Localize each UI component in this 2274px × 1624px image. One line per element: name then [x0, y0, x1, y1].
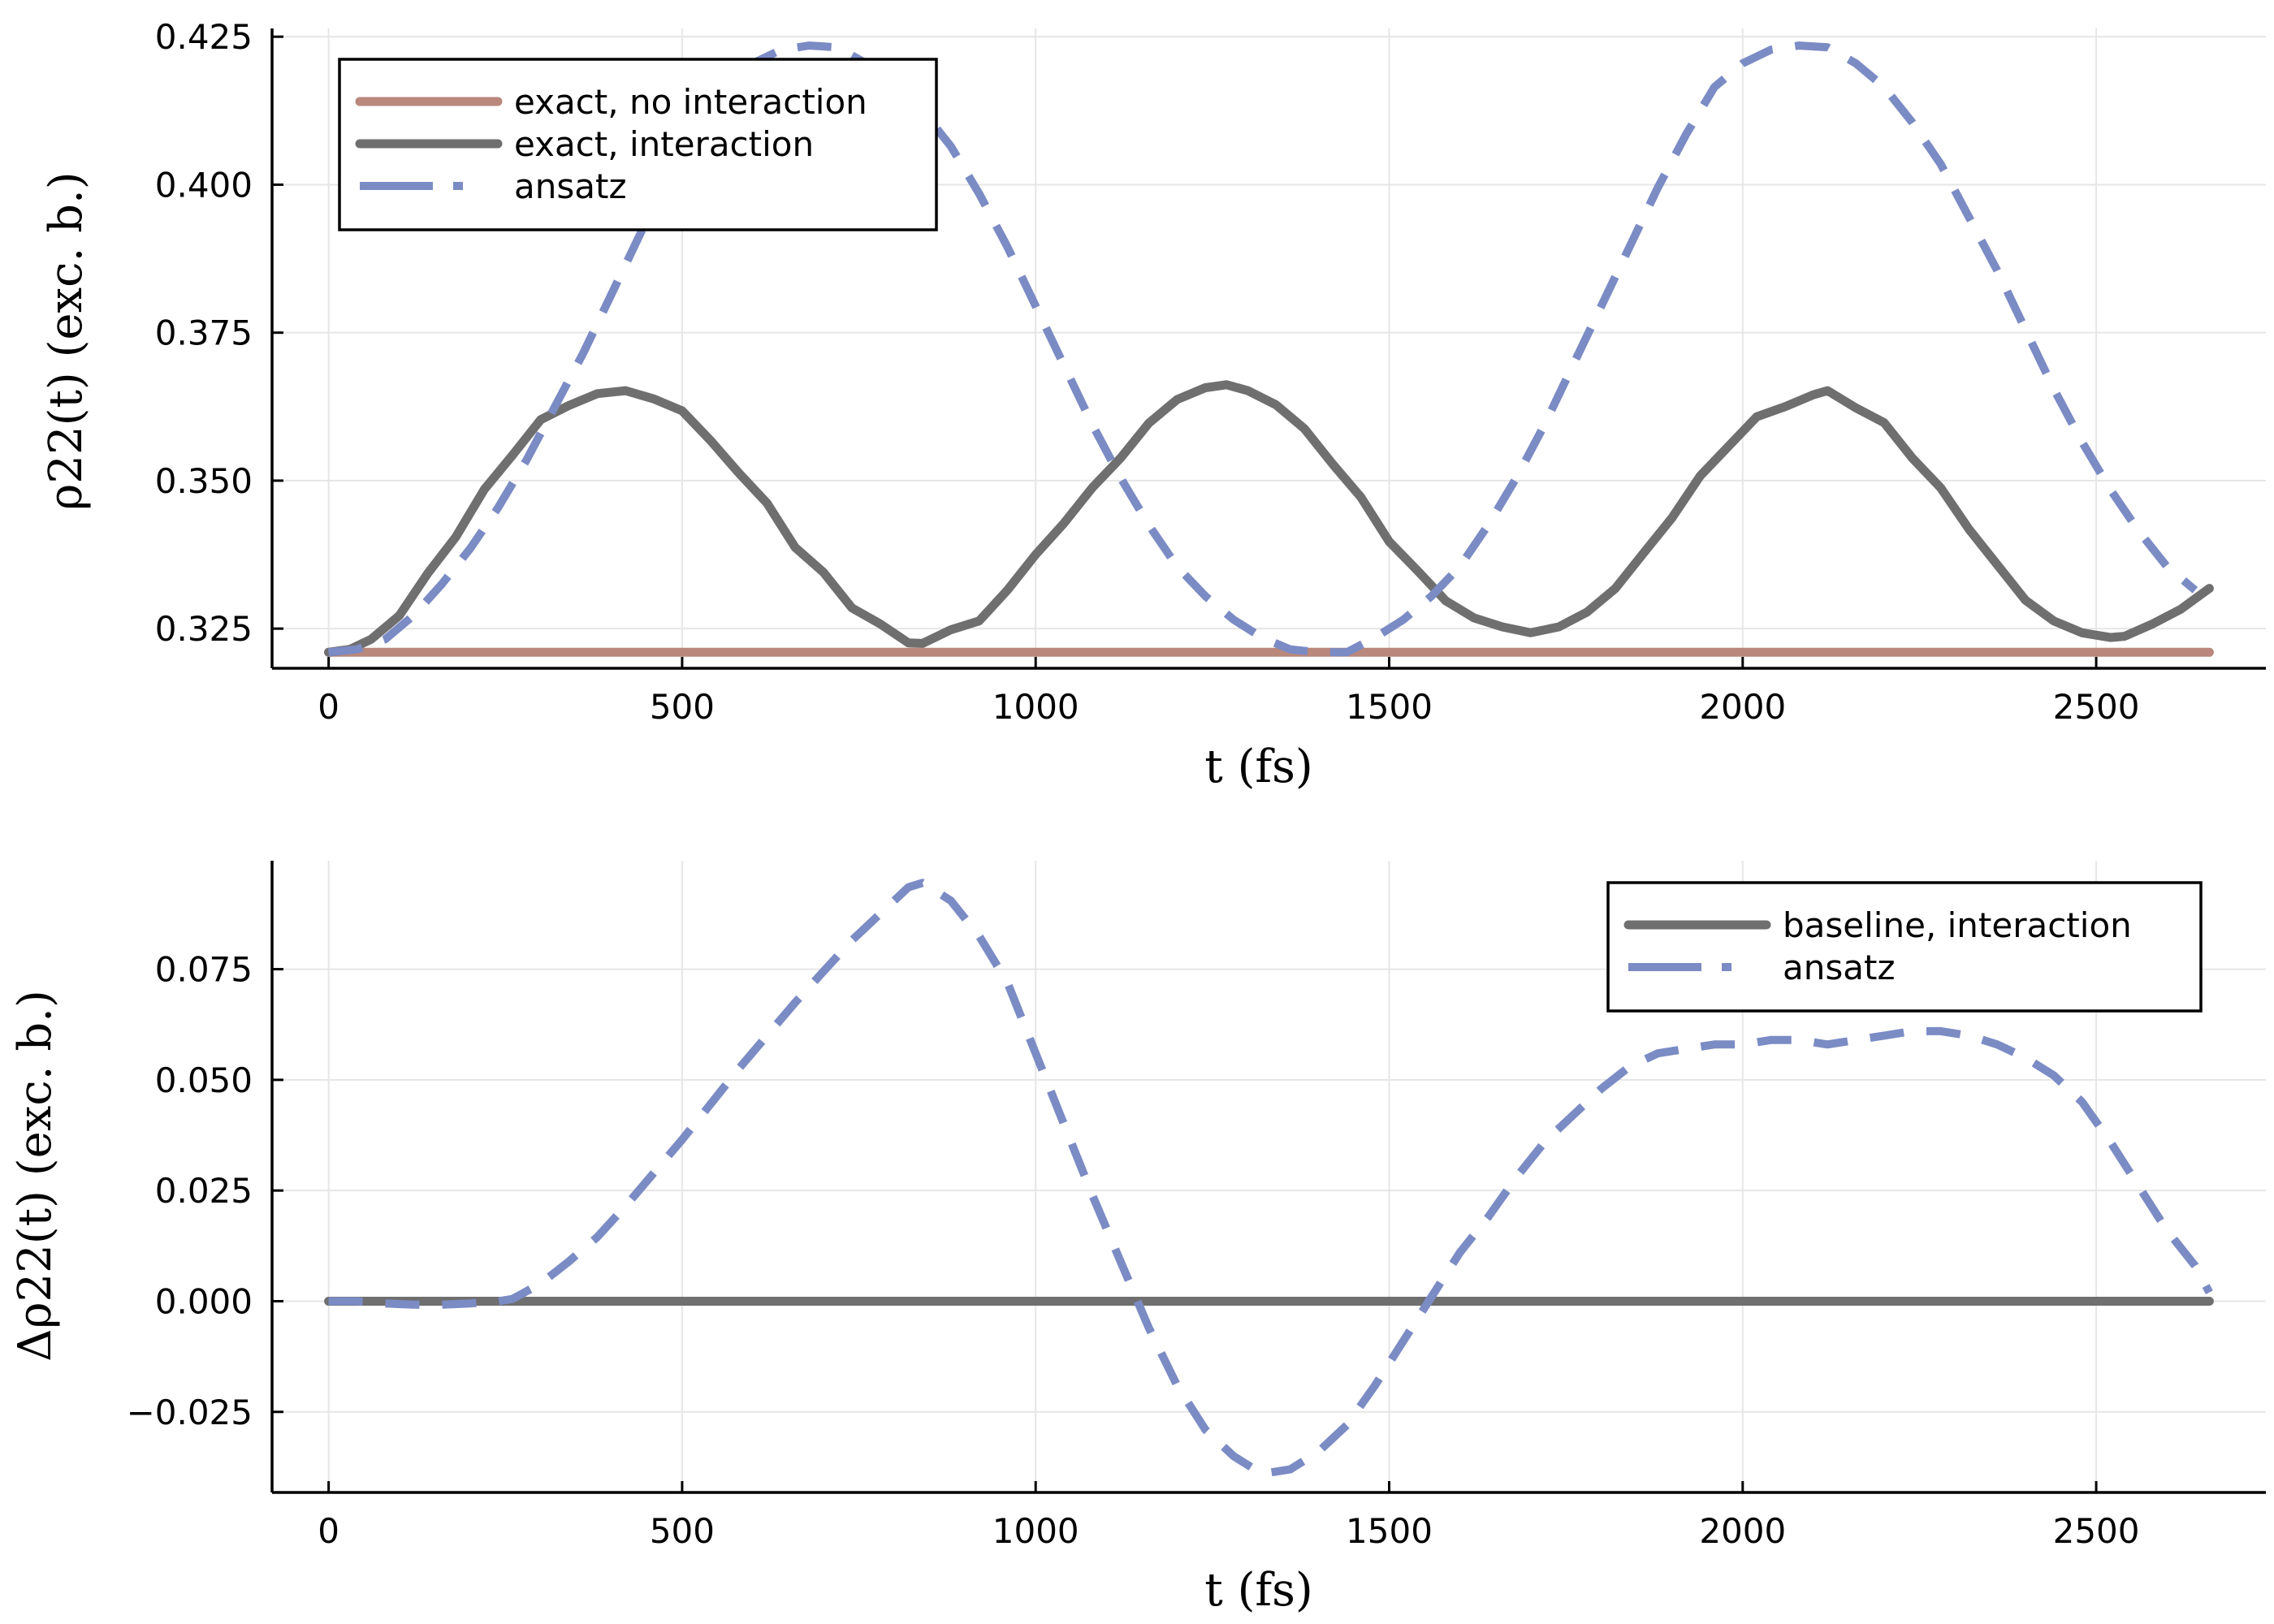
top-x-axis-label: t (fs) [1204, 741, 1312, 793]
bottom-x-tick-label: 2500 [2053, 1511, 2140, 1551]
top-y-axis-label: ρ22(t) (exc. b.) [40, 171, 93, 510]
top-x-tick-label: 0 [318, 687, 339, 727]
bottom-legend-label: ansatz [1783, 948, 1896, 987]
bottom-series [324, 879, 2214, 1479]
bottom-legend-label: baseline, interaction [1783, 905, 2132, 945]
bottom-x-tick-label: 500 [650, 1511, 715, 1551]
top-plot-panel: 0 500 1000 1500 2000 2500 0.325 0.350 0.375 0.400… [40, 17, 2266, 793]
top-series-ansatz-line [328, 41, 2198, 657]
top-y-tick-label: 0.325 [155, 609, 253, 649]
bottom-y-tick-label: 0.000 [155, 1281, 253, 1321]
bottom-x-tick-label: 1000 [992, 1511, 1079, 1551]
top-legend-label: exact, interaction [514, 124, 814, 164]
bottom-y-tick-label: 0.075 [155, 950, 253, 990]
top-tick-labels: 0 500 1000 1500 2000 2500 0.325 0.350 0.375 0.400… [155, 17, 2140, 727]
bottom-x-tick-label: 1500 [1346, 1511, 1433, 1551]
top-series-exact-interaction-line [324, 380, 2214, 657]
top-legend-label: ansatz [514, 166, 627, 206]
bottom-series-ansatz-line [328, 879, 2213, 1479]
bottom-y-tick-label: −0.025 [127, 1393, 253, 1432]
bottom-x-axis-label: t (fs) [1204, 1564, 1312, 1617]
top-axes [270, 28, 2266, 670]
bottom-y-axis-label: Δρ22(t) (exc. b.) [9, 990, 62, 1362]
top-x-tick-label: 1500 [1346, 687, 1433, 727]
bottom-y-tick-label: 0.050 [155, 1060, 253, 1100]
bottom-axes [270, 861, 2266, 1494]
top-x-tick-label: 500 [650, 687, 715, 727]
bottom-legend-box [1606, 881, 2203, 1013]
top-y-tick-label: 0.375 [155, 313, 253, 353]
top-grid [272, 28, 2266, 668]
top-y-tick-label: 0.350 [155, 461, 253, 501]
top-legend-label: exact, no interaction [514, 82, 867, 122]
top-x-tick-label: 2500 [2053, 687, 2140, 727]
top-series [324, 41, 2214, 657]
top-y-tick-label: 0.400 [155, 165, 253, 205]
bottom-tick-labels: 0 500 1000 1500 2000 2500 −0.025 0.000 0.025 0.05… [127, 950, 2140, 1551]
top-x-tick-label: 2000 [1699, 687, 1786, 727]
top-x-tick-label: 1000 [992, 687, 1079, 727]
bottom-x-tick-label: 0 [318, 1511, 339, 1551]
bottom-plot-panel: 0 500 1000 1500 2000 2500 −0.025 0.000 0.025 0.05… [9, 861, 2266, 1617]
bottom-y-tick-label: 0.025 [155, 1171, 253, 1211]
top-y-tick-label: 0.425 [155, 17, 253, 57]
bottom-x-tick-label: 2000 [1699, 1511, 1786, 1551]
